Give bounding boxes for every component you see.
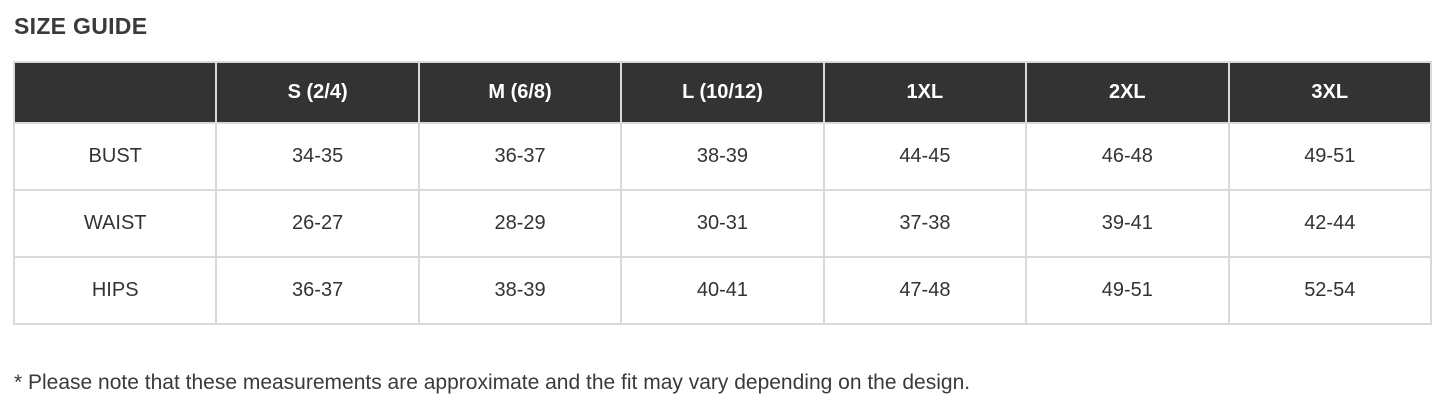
table-cell-bust-l: 38-39 [620, 122, 825, 191]
table-cell-hips-1xl: 47-48 [822, 256, 1028, 325]
table-cell-hips-m: 38-39 [417, 256, 623, 325]
header-row: S (2/4) M (6/8) L (10/12) 1XL 2XL 3XL [12, 61, 1433, 124]
table-row-waist: WAIST 26-27 28-29 30-31 37-38 39-41 42-4… [12, 189, 1433, 258]
header-cell-blank [12, 61, 218, 124]
table-cell-hips-s: 36-37 [215, 256, 420, 325]
table-cell-bust-3xl: 49-51 [1227, 122, 1433, 191]
header-cell-medium: M (6/8) [417, 61, 623, 124]
table-cell-waist-l: 30-31 [620, 189, 825, 258]
table-cell-hips-3xl: 52-54 [1227, 256, 1433, 325]
table-cell-bust-1xl: 44-45 [822, 122, 1028, 191]
table-header: S (2/4) M (6/8) L (10/12) 1XL 2XL 3XL [12, 61, 1433, 124]
table-cell-bust-s: 34-35 [215, 122, 420, 191]
row-label-hips: HIPS [12, 256, 218, 325]
header-cell-large: L (10/12) [620, 61, 825, 124]
table-cell-waist-1xl: 37-38 [822, 189, 1028, 258]
table-body: BUST 34-35 36-37 38-39 44-45 46-48 49-51… [12, 122, 1433, 325]
header-cell-3xl: 3XL [1227, 61, 1433, 124]
table-cell-hips-2xl: 49-51 [1025, 256, 1230, 325]
table-row-hips: HIPS 36-37 38-39 40-41 47-48 49-51 52-54 [12, 256, 1433, 325]
row-label-bust: BUST [12, 122, 218, 191]
row-label-waist: WAIST [12, 189, 218, 258]
table-cell-bust-2xl: 46-48 [1025, 122, 1230, 191]
page-title: SIZE GUIDE [14, 13, 148, 39]
table-cell-bust-m: 36-37 [417, 122, 623, 191]
table-cell-waist-3xl: 42-44 [1227, 189, 1433, 258]
footnote: * Please note that these measurements ar… [14, 371, 971, 394]
header-cell-1xl: 1XL [822, 61, 1028, 124]
table-cell-hips-l: 40-41 [620, 256, 825, 325]
table-row-bust: BUST 34-35 36-37 38-39 44-45 46-48 49-51 [12, 122, 1433, 191]
header-cell-2xl: 2XL [1025, 61, 1230, 124]
header-cell-small: S (2/4) [215, 61, 420, 124]
table-cell-waist-s: 26-27 [215, 189, 420, 258]
table-cell-waist-2xl: 39-41 [1025, 189, 1230, 258]
table-cell-waist-m: 28-29 [417, 189, 623, 258]
size-guide-table: S (2/4) M (6/8) L (10/12) 1XL 2XL 3XL BU… [12, 61, 1433, 325]
